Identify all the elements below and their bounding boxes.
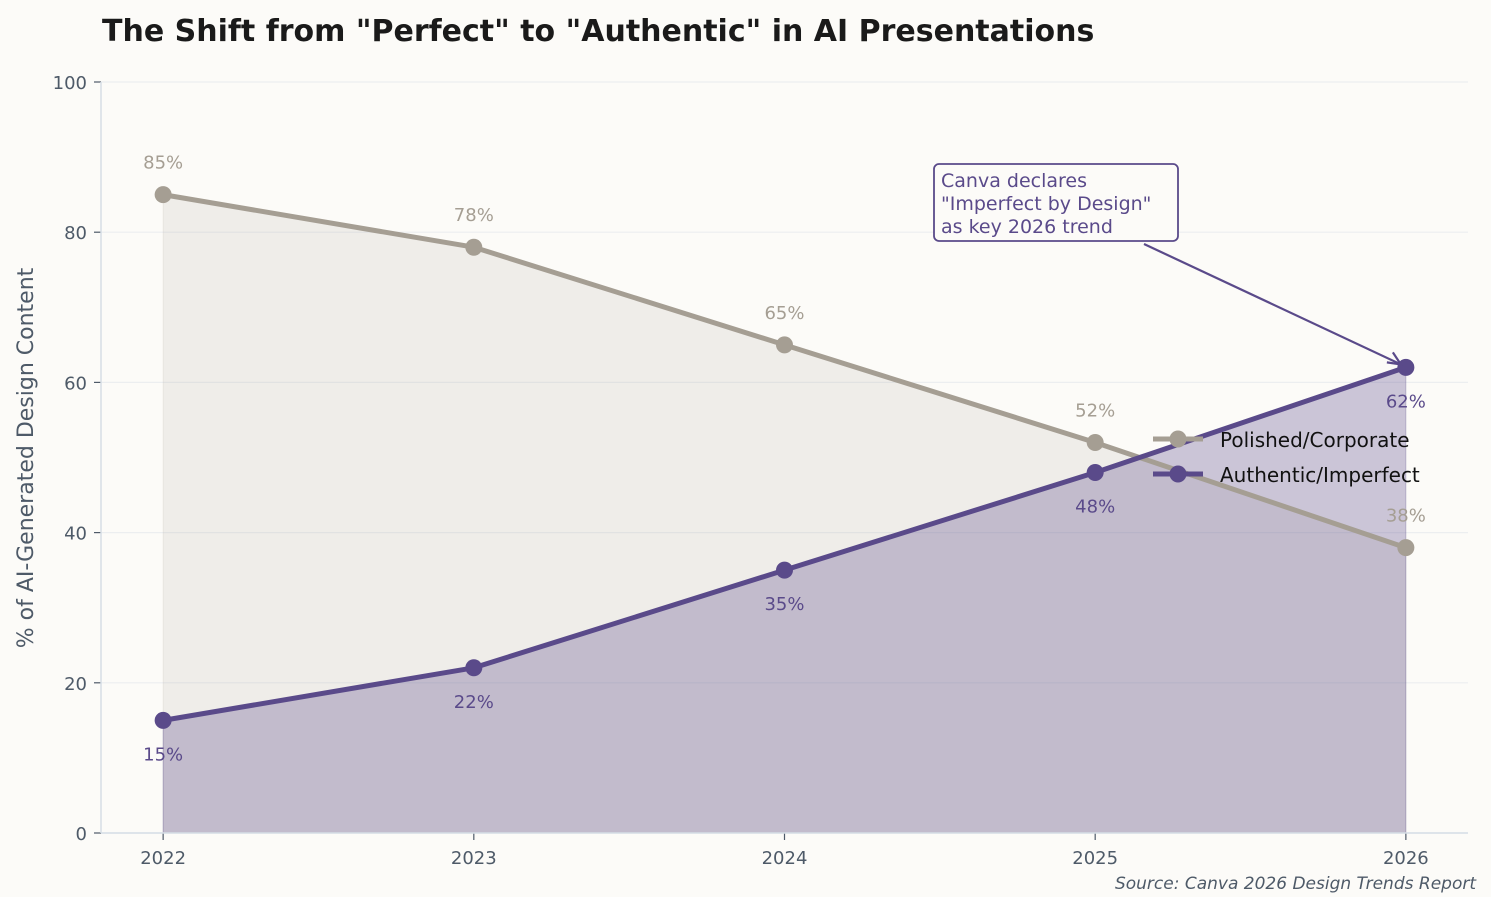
axes: 0 20 40 60 80 100 2022 2023 2024 2025 2026 [53,73,1468,869]
data-point [1086,433,1104,451]
legend-marker [1169,430,1187,448]
data-label: 85% [143,153,183,174]
legend: Polished/Corporate Authentic/Imperfect [1153,428,1420,487]
source-note: Source: Canva 2026 Design Trends Report [1115,874,1477,893]
data-label: 65% [764,303,804,324]
legend-label: Polished/Corporate [1220,428,1410,452]
data-label: 38% [1386,506,1426,527]
chart-title: The Shift from "Perfect" to "Authentic" … [102,14,1094,49]
data-label: 22% [454,692,494,713]
data-point [1397,358,1415,376]
area-fills [162,194,1407,834]
data-point [465,238,483,256]
data-labels: 85% 78% 65% 52% 38% 15% 22% 35% 48% 62% [143,153,1426,766]
data-point [776,336,793,354]
data-point [1397,539,1415,557]
y-tick-label: 20 [64,674,87,695]
annotation-arrow [1143,243,1402,366]
y-tick-label: 80 [64,223,87,244]
data-label: 62% [1386,391,1426,412]
x-tick-label: 2025 [1072,848,1118,869]
data-label: 52% [1075,400,1115,421]
legend-marker [1169,465,1187,483]
annotation-text: "Imperfect by Design" [941,193,1151,215]
x-tick-label: 2024 [762,848,808,869]
data-point [1086,464,1104,482]
y-tick-label: 40 [64,524,87,545]
data-point [465,659,483,677]
data-label: 78% [454,205,494,226]
y-tick-label: 0 [76,824,87,845]
data-label: 48% [1075,497,1115,518]
y-axis-label: % of AI-Generated Design Content [14,267,39,648]
data-point [154,186,172,204]
x-tick-label: 2022 [140,848,186,869]
data-label: 15% [143,744,183,765]
legend-label: Authentic/Imperfect [1220,463,1420,487]
x-tick-label: 2023 [451,848,497,869]
arrow-head-icon [1386,351,1404,366]
annotation: Canva declares"Imperfect by Design"as ke… [933,163,1404,366]
data-point [154,711,172,729]
y-tick-label: 100 [53,73,87,94]
annotation-text: as key 2026 trend [941,216,1113,238]
x-tick-label: 2026 [1383,848,1429,869]
y-tick-label: 60 [64,373,87,394]
data-label: 35% [764,594,804,615]
annotation-text: Canva declares [941,170,1087,192]
annotation-box [933,163,1179,242]
data-point [776,561,793,579]
